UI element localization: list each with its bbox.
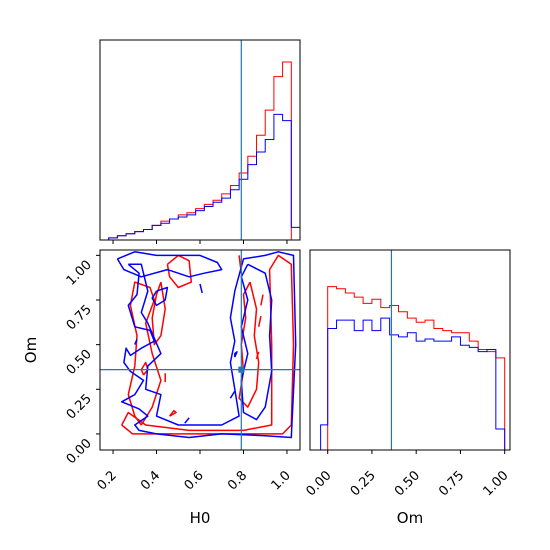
- om-x-tick-label-1: 0.25: [348, 468, 379, 499]
- om-y-tick-label-3: 0.75: [64, 302, 95, 333]
- om-hist-frame: [309, 249, 511, 451]
- contour-red-11: [255, 351, 260, 360]
- h0-tick-label-0: 0.2: [95, 468, 120, 493]
- om-x-axis-label: Om: [397, 509, 423, 527]
- h0-tick-label-3: 0.8: [225, 468, 250, 493]
- contour-blue-8: [229, 390, 236, 399]
- om-x-tick-label-0: 0.00: [303, 468, 334, 499]
- contour-red-3: [151, 281, 166, 346]
- contour-blue-5: [234, 351, 238, 358]
- om-x-tick-label-3: 0.75: [436, 468, 467, 499]
- contour-blue-7: [184, 417, 190, 424]
- h0-hist-red: [100, 61, 300, 241]
- h0-tick-label-4: 1.0: [269, 468, 294, 493]
- h0-hist-blue: [100, 113, 301, 241]
- om-y-tick-label-2: 0.50: [64, 347, 95, 378]
- contour-blue-4: [199, 283, 203, 294]
- om-x-tick-label-2: 0.50: [392, 468, 423, 499]
- contour-red-7: [260, 294, 264, 306]
- h0-hist-frame: [99, 39, 301, 241]
- contour-red-8: [257, 315, 262, 327]
- om-y-tick-label-0: 0.00: [64, 436, 95, 467]
- om-x-tick-label-4: 1.00: [480, 468, 511, 499]
- contour-blue-1: [120, 251, 297, 439]
- contour-group: [100, 250, 300, 450]
- om-y-axis-label: Om: [22, 337, 40, 363]
- h0-axis-label: H0: [190, 509, 211, 527]
- om-y-tick-label-1: 0.25: [64, 392, 95, 423]
- contour-blue-6: [134, 339, 138, 345]
- h0-tick-label-2: 0.6: [182, 468, 207, 493]
- contour-red-6: [140, 361, 149, 376]
- contour-blue-2: [240, 263, 273, 421]
- om-hist-blue: [320, 317, 506, 450]
- om-y-tick-label-4: 1.00: [64, 258, 95, 289]
- h0-tick-label-1: 0.4: [138, 468, 163, 493]
- contour-red-1: [127, 281, 162, 426]
- truth-point: [238, 366, 245, 373]
- om-hist-red: [327, 286, 506, 450]
- contour-red-10: [169, 409, 177, 417]
- contour-blue-3: [151, 286, 169, 307]
